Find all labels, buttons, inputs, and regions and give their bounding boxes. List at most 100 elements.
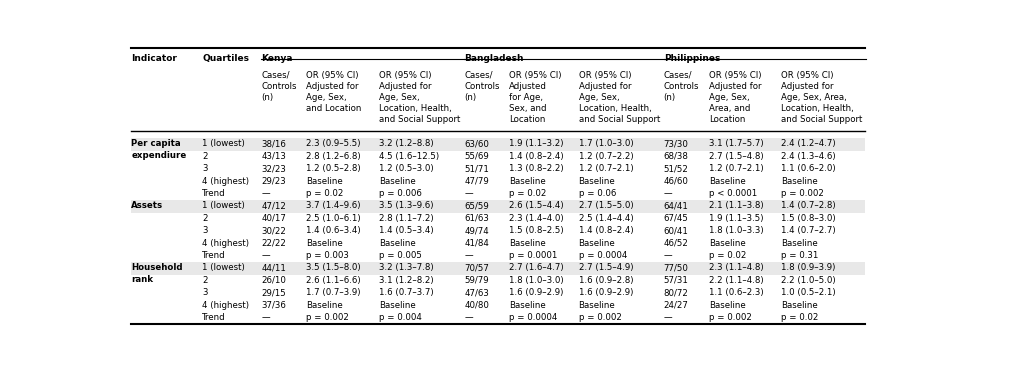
Text: —: —: [464, 189, 472, 198]
Text: 40/17: 40/17: [262, 214, 286, 223]
Text: 2.6 (1.5–4.4): 2.6 (1.5–4.4): [509, 201, 564, 210]
Text: 2.5 (1.0–6.1): 2.5 (1.0–6.1): [306, 214, 361, 223]
Text: 4.5 (1.6–12.5): 4.5 (1.6–12.5): [379, 152, 439, 161]
Text: 80/72: 80/72: [664, 288, 688, 297]
Text: 1.4 (0.7–2.7): 1.4 (0.7–2.7): [781, 226, 836, 235]
Text: Cases/
Controls
(n): Cases/ Controls (n): [664, 71, 699, 102]
Text: 57/31: 57/31: [664, 276, 688, 285]
Text: 3: 3: [203, 226, 208, 235]
Bar: [131, 299, 865, 312]
Text: p = 0.005: p = 0.005: [379, 251, 421, 260]
Text: 1.4 (0.5–3.4): 1.4 (0.5–3.4): [379, 226, 434, 235]
Text: Per capita
expendiure: Per capita expendiure: [131, 139, 186, 160]
Bar: [131, 225, 865, 238]
Text: 47/63: 47/63: [464, 288, 489, 297]
Text: 3.7 (1.4–9.6): 3.7 (1.4–9.6): [306, 201, 360, 210]
Text: 22/22: 22/22: [262, 239, 286, 248]
Text: p = 0.31: p = 0.31: [781, 251, 818, 260]
Text: 63/60: 63/60: [464, 139, 489, 149]
Text: 1.6 (0.9–2.9): 1.6 (0.9–2.9): [509, 288, 564, 297]
Bar: [131, 238, 865, 250]
Text: 2.7 (1.5–4.9): 2.7 (1.5–4.9): [578, 264, 633, 272]
Text: p = 0.02: p = 0.02: [709, 251, 746, 260]
Text: 2.1 (1.1–3.8): 2.1 (1.1–3.8): [709, 201, 764, 210]
Text: 51/52: 51/52: [664, 164, 688, 173]
Bar: [131, 176, 865, 188]
Text: 1.5 (0.8–2.5): 1.5 (0.8–2.5): [509, 226, 564, 235]
Text: Baseline: Baseline: [709, 239, 745, 248]
Text: p = 0.002: p = 0.002: [781, 189, 825, 198]
Text: —: —: [464, 251, 472, 260]
Text: 2: 2: [203, 214, 208, 223]
Bar: [131, 151, 865, 163]
Text: Baseline: Baseline: [306, 239, 343, 248]
Text: 29/23: 29/23: [262, 177, 286, 186]
Text: 24/27: 24/27: [664, 300, 688, 310]
Text: 2.5 (1.4–4.4): 2.5 (1.4–4.4): [578, 214, 633, 223]
Text: —: —: [262, 313, 270, 322]
Text: 73/30: 73/30: [664, 139, 688, 149]
Text: 29/15: 29/15: [262, 288, 286, 297]
Text: Quartiles: Quartiles: [203, 54, 249, 63]
Bar: [131, 163, 865, 176]
Text: 1.2 (0.7–2.2): 1.2 (0.7–2.2): [578, 152, 633, 161]
Bar: [131, 250, 865, 262]
Text: 41/84: 41/84: [464, 239, 489, 248]
Bar: [131, 287, 865, 299]
Bar: [131, 275, 865, 287]
Text: 40/80: 40/80: [464, 300, 489, 310]
Text: Baseline: Baseline: [509, 239, 546, 248]
Text: 46/52: 46/52: [664, 239, 688, 248]
Bar: [131, 138, 865, 151]
Text: —: —: [464, 313, 472, 322]
Text: 1.8 (1.0–3.0): 1.8 (1.0–3.0): [509, 276, 564, 285]
Text: 68/38: 68/38: [664, 152, 688, 161]
Text: Trend: Trend: [203, 251, 226, 260]
Text: OR (95% CI)
Adjusted
for Age,
Sex, and
Location: OR (95% CI) Adjusted for Age, Sex, and L…: [509, 71, 562, 124]
Text: 1.8 (0.9–3.9): 1.8 (0.9–3.9): [781, 264, 836, 272]
Text: 1.0 (0.5–2.1): 1.0 (0.5–2.1): [781, 288, 836, 297]
Text: 30/22: 30/22: [262, 226, 286, 235]
Text: p = 0.0004: p = 0.0004: [509, 313, 558, 322]
Text: 1.6 (0.9–2.9): 1.6 (0.9–2.9): [578, 288, 633, 297]
Text: 77/50: 77/50: [664, 264, 688, 272]
Text: 51/71: 51/71: [464, 164, 489, 173]
Text: Household
rank: Household rank: [131, 264, 182, 284]
Text: —: —: [262, 251, 270, 260]
Text: Indicator: Indicator: [131, 54, 177, 63]
Text: Assets: Assets: [131, 201, 163, 210]
Text: 65/59: 65/59: [464, 201, 489, 210]
Text: 1.7 (0.7–3.9): 1.7 (0.7–3.9): [306, 288, 360, 297]
Text: 26/10: 26/10: [262, 276, 286, 285]
Text: p = 0.002: p = 0.002: [578, 313, 621, 322]
Text: Baseline: Baseline: [781, 177, 818, 186]
Text: 2.3 (1.4–4.0): 2.3 (1.4–4.0): [509, 214, 564, 223]
Text: 1.1 (0.6–2.3): 1.1 (0.6–2.3): [709, 288, 764, 297]
Text: 3.2 (1.2–8.8): 3.2 (1.2–8.8): [379, 139, 434, 149]
Text: 2.7 (1.5–5.0): 2.7 (1.5–5.0): [578, 201, 633, 210]
Text: 49/74: 49/74: [464, 226, 489, 235]
Text: Philippines: Philippines: [664, 54, 720, 63]
Text: 1.4 (0.7–2.8): 1.4 (0.7–2.8): [781, 201, 836, 210]
Text: —: —: [262, 189, 270, 198]
Text: Cases/
Controls
(n): Cases/ Controls (n): [464, 71, 500, 102]
Text: 2.4 (1.3–4.6): 2.4 (1.3–4.6): [781, 152, 836, 161]
Text: 4 (highest): 4 (highest): [203, 300, 249, 310]
Text: 46/60: 46/60: [664, 177, 688, 186]
Text: Baseline: Baseline: [379, 177, 415, 186]
Text: 1.4 (0.8–2.4): 1.4 (0.8–2.4): [578, 226, 633, 235]
Text: 3.1 (1.7–5.7): 3.1 (1.7–5.7): [709, 139, 764, 149]
Text: Baseline: Baseline: [379, 300, 415, 310]
Text: Baseline: Baseline: [578, 300, 615, 310]
Bar: [131, 312, 865, 324]
Text: Kenya: Kenya: [262, 54, 293, 63]
Text: p = 0.0001: p = 0.0001: [509, 251, 558, 260]
Text: OR (95% CI)
Adjusted for
Age, Sex,
Location, Health,
and Social Support: OR (95% CI) Adjusted for Age, Sex, Locat…: [578, 71, 660, 124]
Text: p = 0.004: p = 0.004: [379, 313, 421, 322]
Text: 43/13: 43/13: [262, 152, 286, 161]
Text: 1.7 (1.0–3.0): 1.7 (1.0–3.0): [578, 139, 633, 149]
Text: 1 (lowest): 1 (lowest): [203, 139, 245, 149]
Text: 67/45: 67/45: [664, 214, 688, 223]
Text: 1.4 (0.8–2.4): 1.4 (0.8–2.4): [509, 152, 564, 161]
Text: 60/41: 60/41: [664, 226, 688, 235]
